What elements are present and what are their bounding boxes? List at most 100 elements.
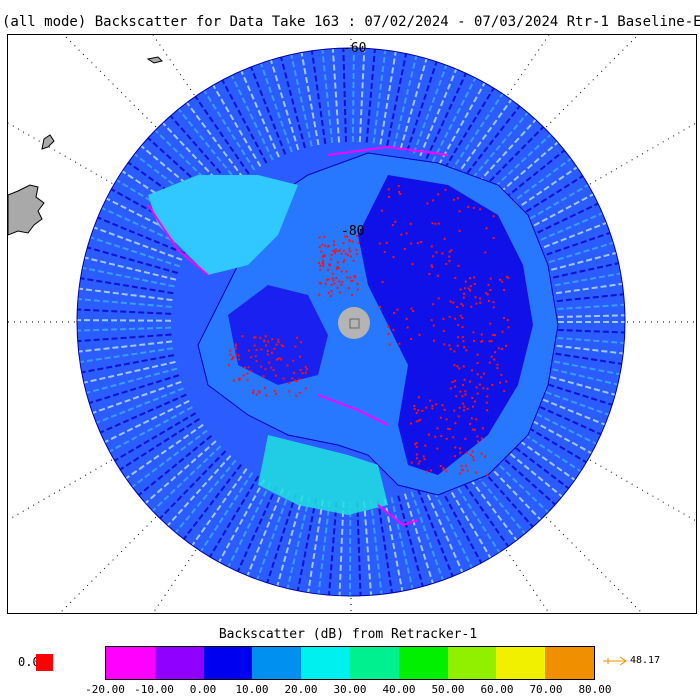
speckle (418, 333, 421, 336)
speckle (337, 266, 340, 269)
swath-line (77, 326, 172, 332)
swath-line (489, 435, 568, 502)
speckle (355, 253, 358, 256)
swath-line (447, 472, 504, 558)
speckle (462, 469, 465, 472)
speckle (238, 377, 241, 380)
speckle (496, 367, 499, 370)
speckle (411, 263, 414, 266)
colorbar-cell (154, 647, 204, 679)
speckle (286, 364, 289, 367)
speckle (403, 247, 406, 250)
speckle (327, 268, 330, 271)
speckle (476, 392, 479, 395)
swath-line (87, 224, 183, 261)
speckle (242, 374, 245, 377)
speckle (453, 364, 456, 367)
speckle (229, 353, 232, 356)
speckle (424, 444, 427, 447)
swath-line (406, 55, 440, 152)
speckle (338, 280, 341, 283)
speckle (480, 333, 483, 336)
colorbar-cell (301, 647, 350, 679)
speckle (329, 294, 332, 297)
speckle (278, 357, 281, 360)
colorbar-tick-label: 50.00 (431, 683, 465, 696)
swath-line (285, 496, 311, 595)
pole-hole (338, 307, 370, 339)
speckle (330, 284, 333, 287)
speckle (459, 314, 462, 317)
speckle (462, 304, 465, 307)
speckle (475, 302, 478, 305)
colorbar-tick-label: 20.00 (284, 683, 318, 696)
speckle (336, 250, 339, 253)
swath-line (100, 194, 191, 242)
speckle (501, 330, 504, 333)
speckle (445, 437, 448, 440)
speckle (335, 277, 338, 280)
speckle (441, 404, 444, 407)
colorbar-title: Backscatter (dB) from Retracker-1 (218, 627, 478, 642)
swath-line (140, 440, 217, 508)
swath-line (327, 501, 338, 596)
speckle (250, 370, 253, 373)
speckle (454, 276, 457, 279)
swath-line (182, 97, 244, 179)
speckle (387, 325, 390, 328)
speckle (280, 344, 283, 347)
speckle (234, 347, 237, 350)
speckle (430, 469, 433, 472)
swath-line (410, 491, 446, 587)
swath-line (416, 488, 456, 583)
speckle (467, 206, 470, 209)
speckle (353, 274, 356, 277)
speckle (456, 344, 459, 347)
swath-line (191, 90, 250, 175)
speckle (462, 340, 465, 343)
speckle (293, 371, 296, 374)
speckle (463, 378, 466, 381)
speckle (490, 340, 493, 343)
speckle (264, 335, 267, 338)
swath-line (449, 88, 507, 173)
speckle (469, 453, 472, 456)
swath-line (155, 450, 227, 524)
speckle (333, 249, 336, 252)
swath-line (157, 117, 229, 192)
swath-line (299, 48, 320, 146)
speckle (409, 422, 412, 425)
speckle (465, 464, 468, 467)
swath-line (527, 355, 625, 377)
speckle (260, 365, 263, 368)
speckle (235, 353, 238, 356)
speckle (440, 435, 443, 438)
speckle (448, 260, 451, 263)
speckle (400, 233, 403, 236)
speckle (298, 378, 301, 381)
speckle (237, 354, 240, 357)
swath-line (81, 244, 179, 274)
speckle (432, 255, 435, 258)
swath-line (288, 48, 313, 147)
speckle (341, 281, 344, 284)
swath-line (200, 85, 256, 171)
swath-line (397, 495, 426, 593)
swath-line (469, 455, 538, 533)
speckle (305, 368, 308, 371)
speckle (412, 310, 415, 313)
swath-line (84, 234, 181, 268)
swath-line (98, 400, 190, 446)
speckle (473, 276, 476, 279)
speckle (486, 473, 489, 476)
swath-line (77, 340, 173, 354)
swath-line (356, 501, 362, 596)
speckle (485, 227, 488, 230)
speckle (296, 336, 299, 339)
speckle (282, 377, 285, 380)
speckle (435, 403, 438, 406)
swath-line (77, 276, 174, 295)
speckle (457, 324, 460, 327)
speckle (318, 282, 321, 285)
swath-line (338, 501, 345, 596)
